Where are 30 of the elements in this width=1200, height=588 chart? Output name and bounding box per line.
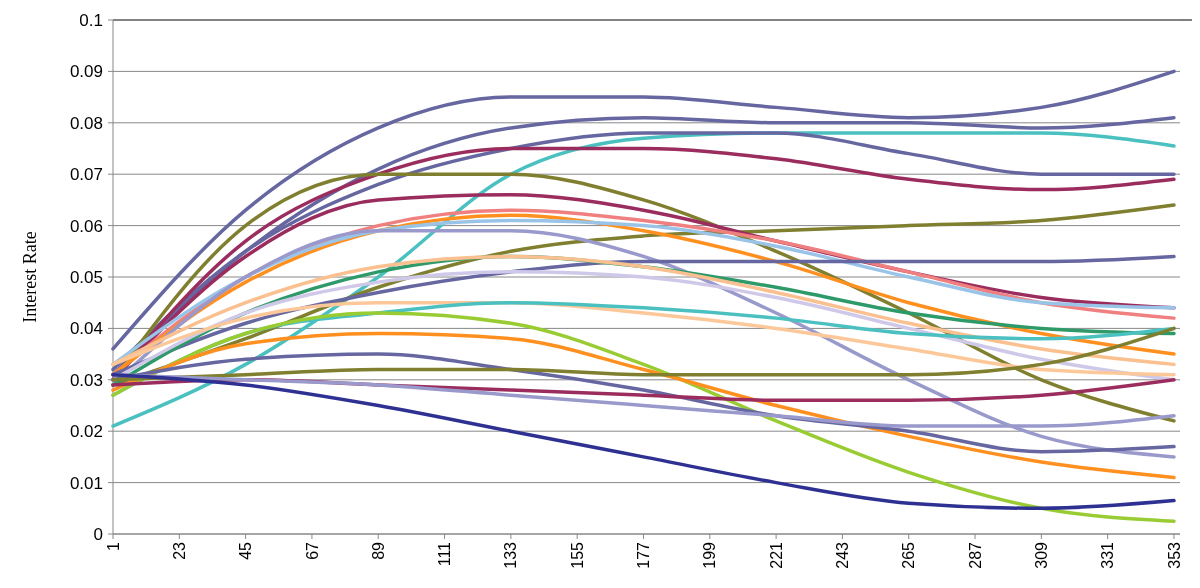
x-tick-label: 45 (237, 541, 255, 560)
y-tick-label: 0.07 (69, 165, 103, 185)
y-tick-label: 0.02 (69, 422, 103, 442)
y-tick-label: 0.1 (79, 10, 103, 30)
y-tick-label: 0.04 (69, 319, 103, 339)
x-tick-label: 199 (701, 541, 719, 569)
x-tick-label: 309 (1032, 541, 1050, 569)
y-axis-title: Interest Rate (20, 231, 40, 323)
y-tick-label: 0.08 (69, 113, 103, 133)
x-tick-label: 111 (436, 541, 454, 567)
x-tick-label: 177 (635, 541, 653, 569)
x-tick-label: 353 (1165, 541, 1183, 569)
y-tick-label: 0.03 (69, 370, 103, 390)
y-tick-label: 0.05 (69, 267, 103, 287)
x-tick-label: 331 (1099, 541, 1117, 569)
x-tick-label: 155 (568, 541, 586, 569)
y-tick-label: 0.09 (69, 62, 103, 82)
x-tick-label: 287 (966, 541, 984, 569)
x-tick-label: 23 (170, 541, 188, 560)
y-tick-label: 0.06 (69, 216, 103, 236)
line-series (111, 69, 1176, 351)
x-tick-label: 265 (900, 541, 918, 569)
x-tick-label: 1 (104, 541, 122, 551)
x-tick-label: 67 (303, 541, 321, 560)
y-tick-label: 0.01 (69, 473, 103, 493)
y-tick-label: 0 (93, 524, 103, 544)
x-tick-label: 89 (369, 541, 387, 560)
x-tick-label: 221 (767, 541, 785, 569)
x-tick-label: 243 (834, 541, 852, 569)
x-tick-label: 133 (502, 541, 520, 569)
